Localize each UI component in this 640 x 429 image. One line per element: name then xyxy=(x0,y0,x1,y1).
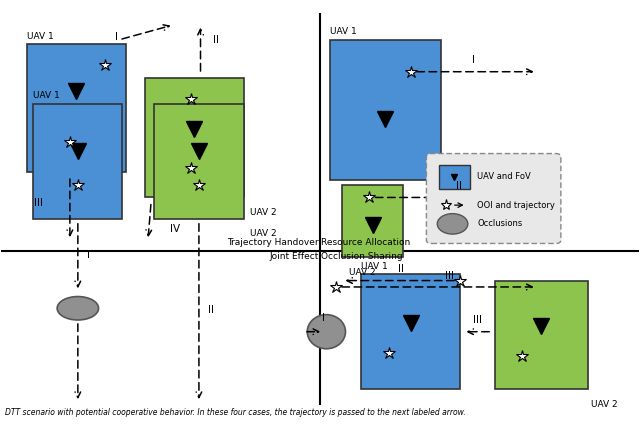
Bar xyxy=(145,78,244,197)
Bar xyxy=(27,44,125,172)
Bar xyxy=(342,184,403,257)
Text: UAV 2: UAV 2 xyxy=(250,208,276,217)
Text: Occlusions: Occlusions xyxy=(477,219,523,228)
Text: I: I xyxy=(88,250,90,260)
Bar xyxy=(330,40,441,181)
Ellipse shape xyxy=(57,296,99,320)
Text: II: II xyxy=(398,264,404,274)
Bar xyxy=(439,166,470,189)
Text: Occlusion Sharing: Occlusion Sharing xyxy=(321,252,403,261)
Text: III: III xyxy=(445,271,454,281)
Text: UAV 2: UAV 2 xyxy=(591,400,618,409)
Text: I: I xyxy=(322,313,324,323)
Text: UAV 2: UAV 2 xyxy=(250,230,276,239)
Text: II: II xyxy=(213,35,220,45)
Text: II: II xyxy=(209,305,214,315)
Text: I: I xyxy=(115,32,118,42)
Text: IV: IV xyxy=(170,224,180,234)
Text: UAV 1: UAV 1 xyxy=(33,91,60,100)
Ellipse shape xyxy=(307,314,346,349)
Text: UAV 1: UAV 1 xyxy=(362,262,388,271)
Bar xyxy=(154,104,244,219)
Text: DTT scenario with potential cooperative behavior. In these four cases, the traje: DTT scenario with potential cooperative … xyxy=(4,408,465,417)
Bar xyxy=(33,104,122,219)
Bar xyxy=(495,281,588,389)
Text: Resource Allocation: Resource Allocation xyxy=(321,239,410,248)
Text: Joint Effect: Joint Effect xyxy=(269,252,319,261)
Text: OOI and trajectory: OOI and trajectory xyxy=(477,201,556,210)
FancyBboxPatch shape xyxy=(426,154,561,244)
Text: UAV 1: UAV 1 xyxy=(330,27,356,36)
Text: II: II xyxy=(456,181,462,191)
Text: UAV 1: UAV 1 xyxy=(27,32,54,41)
Text: I: I xyxy=(472,55,476,65)
Text: UAV and FoV: UAV and FoV xyxy=(477,172,531,181)
Bar xyxy=(362,274,460,389)
Ellipse shape xyxy=(437,214,468,234)
Text: Trajectory Handover: Trajectory Handover xyxy=(227,239,319,248)
Text: UAV 2: UAV 2 xyxy=(349,268,375,277)
Text: III: III xyxy=(473,315,482,325)
Text: III: III xyxy=(33,198,42,208)
